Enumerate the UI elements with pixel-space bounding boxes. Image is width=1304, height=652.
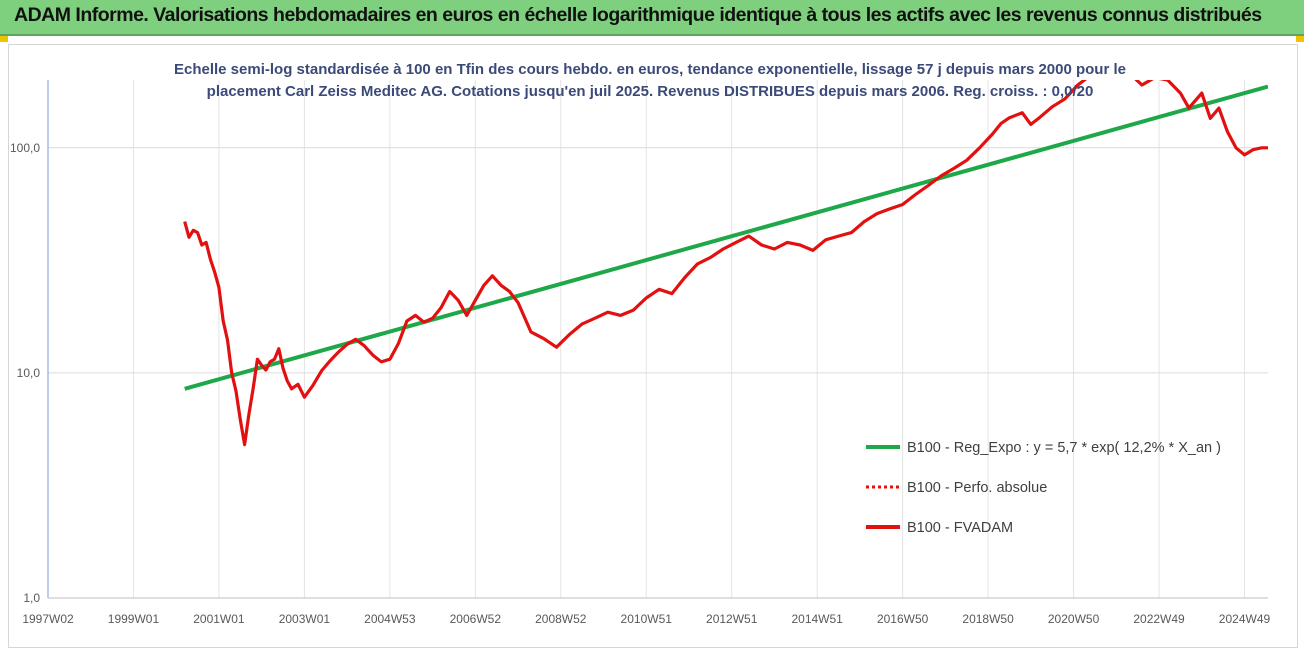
chart-frame (8, 44, 1298, 648)
legend: B100 - Reg_Expo : y = 5,7 * exp( 12,2% *… (866, 440, 1221, 536)
legend-label-perf-absolue: B100 - Perfo. absolue (907, 480, 1047, 496)
x-tick-label: 2018W50 (962, 612, 1014, 626)
y-tick-label: 10,0 (17, 366, 41, 380)
y-tick-label: 1,0 (23, 591, 40, 605)
x-tick-label: 1997W02 (22, 612, 74, 626)
x-tick-label: 2012W51 (706, 612, 758, 626)
series-line-0 (184, 84, 1268, 391)
chart-subtitle-line-1: Echelle semi-log standardisée à 100 en T… (174, 61, 1126, 78)
series-layer (183, 80, 1268, 447)
legend-label-fvadam: B100 - FVADAM (907, 520, 1013, 536)
x-tick-label: 2006W52 (450, 612, 502, 626)
legend-label-regression: B100 - Reg_Expo : y = 5,7 * exp( 12,2% *… (907, 440, 1221, 456)
corner-marker-left (0, 36, 8, 42)
chart-subtitle-line-2: placement Carl Zeiss Meditec AG. Cotatio… (207, 83, 1094, 100)
y-tick-label: 100,0 (10, 141, 40, 155)
axes: 1997W02 1999W01 2001W01 2003W01 2004W53 2006W… (10, 80, 1271, 626)
title-bar: ADAM Informe. Valorisations hebdomadaire… (0, 0, 1304, 36)
x-tick-label: 2022W49 (1133, 612, 1185, 626)
page-title: ADAM Informe. Valorisations hebdomadaire… (14, 4, 1262, 26)
x-tick-label: 2020W50 (1048, 612, 1100, 626)
x-tick-label: 2010W51 (621, 612, 673, 626)
x-tick-label: 2004W53 (364, 612, 416, 626)
series-line-2 (183, 80, 1268, 447)
x-tick-label: 2008W52 (535, 612, 587, 626)
x-tick-label: 2016W50 (877, 612, 929, 626)
corner-marker-right (1296, 36, 1304, 42)
grid-layer (47, 80, 1268, 599)
x-tick-label: 2024W49 (1219, 612, 1271, 626)
x-tick-label: 2014W51 (791, 612, 843, 626)
x-tick-label: 2003W01 (279, 612, 331, 626)
x-tick-label: 1999W01 (108, 612, 160, 626)
x-tick-label: 2001W01 (193, 612, 245, 626)
